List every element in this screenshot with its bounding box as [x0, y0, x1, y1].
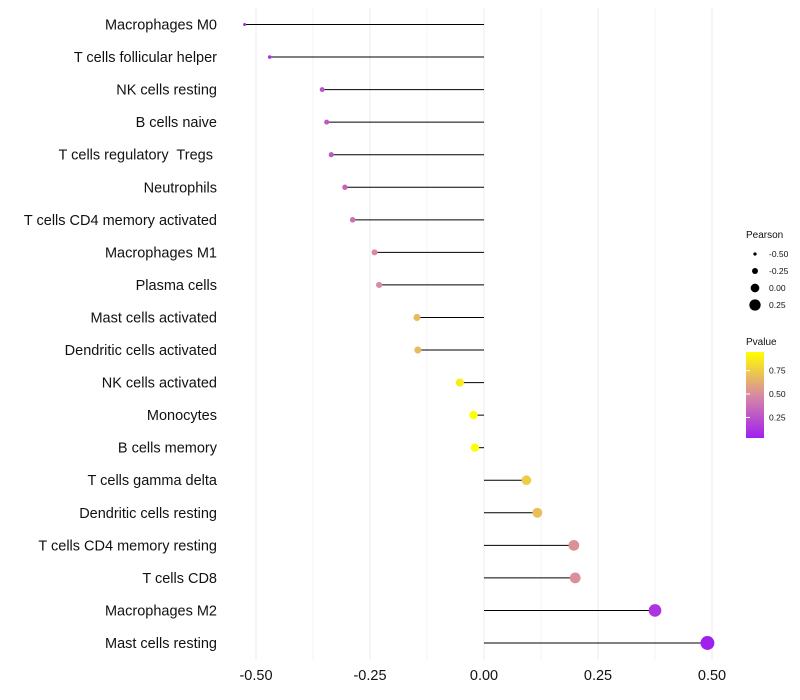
category-label: Mast cells resting	[105, 636, 217, 652]
lollipop-dot	[371, 249, 378, 256]
lollipop-dot	[700, 636, 715, 650]
lollipop-dot	[455, 378, 464, 387]
category-label: Monocytes	[147, 408, 217, 424]
lollipop-dot	[243, 22, 247, 27]
colorbar-tick-label: 0.25	[769, 412, 786, 422]
lollipop-dot	[328, 152, 334, 158]
x-axis-tick-labels: -0.50 -0.25 0.00 0.25 0.50	[239, 668, 726, 684]
lollipop-dot	[349, 217, 356, 223]
category-label: Macrophages M1	[105, 245, 217, 261]
category-label: Plasma cells	[136, 278, 217, 294]
category-label: B cells memory	[118, 441, 218, 457]
lollipop-dot	[324, 119, 330, 125]
legend-color-title: Pvalue	[746, 337, 777, 348]
category-label: Dendritic cells resting	[79, 506, 217, 522]
x-tick-label: -0.50	[239, 668, 272, 684]
legend-size-dot	[749, 299, 761, 311]
legend-size-dot	[750, 283, 760, 293]
legend-size-label: -0.50	[769, 249, 789, 259]
category-label: Dendritic cells activated	[65, 343, 217, 359]
lollipop-dot	[470, 443, 480, 452]
lollipop-dot	[648, 604, 662, 617]
x-tick-label: -0.25	[353, 668, 386, 684]
grid-lines	[255, 8, 713, 660]
category-label: T cells regulatory Tregs	[59, 148, 218, 164]
legend-size-label: 0.00	[769, 283, 786, 293]
lollipop-dot	[569, 572, 581, 584]
category-label: Macrophages M2	[105, 603, 217, 619]
lollipop-dot	[376, 281, 383, 289]
category-label: NK cells resting	[116, 83, 217, 99]
colorbar-tick-label: 0.50	[769, 389, 786, 399]
lollipop-dot	[521, 475, 532, 486]
legend-size-label: -0.25	[769, 266, 789, 276]
lollipop-dot	[413, 313, 421, 322]
lollipop-dot	[319, 87, 325, 93]
x-tick-label: 0.00	[470, 668, 498, 684]
colorbar-tick-label: 0.75	[769, 366, 786, 376]
x-tick-label: 0.25	[584, 668, 612, 684]
legend-size-title: Pearson	[746, 230, 783, 241]
lollipop-dot	[342, 184, 348, 190]
category-label: NK cells activated	[102, 376, 217, 392]
category-label: T cells CD8	[142, 571, 217, 587]
legend-size-dot	[753, 252, 757, 256]
category-label: T cells follicular helper	[74, 50, 217, 66]
category-labels: Macrophages M0 T cells follicular helper N…	[24, 18, 218, 653]
category-label: Macrophages M0	[105, 18, 217, 34]
legend-size-dot	[752, 268, 758, 274]
legend-size-items: -0.50 -0.25 0.00 0.25	[749, 249, 789, 311]
legend-size-label: 0.25	[769, 300, 786, 310]
lollipop-dot	[532, 507, 543, 518]
legend: Pearson -0.50-0.250.000.25 Pvalue 0.750.…	[746, 230, 789, 438]
category-label: T cells gamma delta	[88, 473, 218, 489]
lollipop-dot	[414, 346, 422, 354]
x-tick-label: 0.50	[698, 668, 726, 684]
lollipop-dot	[267, 55, 272, 59]
category-label: T cells CD4 memory resting	[38, 538, 217, 554]
lollipop-dots	[243, 22, 715, 650]
legend-colorbar-ticks: 0.75 0.50 0.25	[746, 366, 786, 422]
lollipop-segments	[244, 24, 708, 644]
legend-colorbar	[746, 352, 764, 438]
category-label: Neutrophils	[144, 180, 217, 196]
lollipop-dot	[469, 410, 478, 420]
category-label: T cells CD4 memory activated	[24, 213, 217, 229]
category-label: Mast cells activated	[90, 310, 217, 326]
category-label: B cells naive	[136, 115, 217, 131]
lollipop-dot	[568, 539, 580, 551]
